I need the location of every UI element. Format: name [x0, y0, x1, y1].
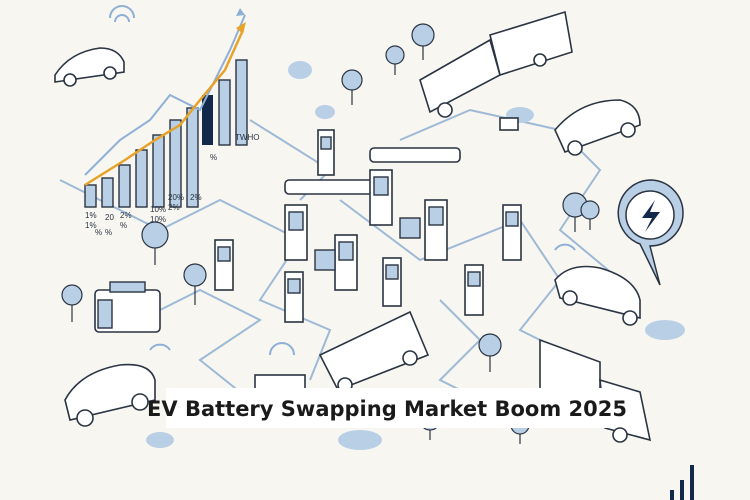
chart-label: 2%: [190, 193, 202, 202]
swap-stations: [94, 117, 522, 333]
caption-box: [166, 388, 608, 428]
growth-chart: 1%1%2%10%10%% %%202%20% 2%TWHO%: [84, 8, 259, 237]
chart-label: 20: [105, 213, 114, 222]
chart-label: TWHO: [235, 133, 259, 142]
chart-label: 20%: [168, 193, 184, 202]
chart-label: %: [105, 228, 112, 237]
vehicles: [54, 10, 652, 443]
clouds: [146, 61, 685, 450]
corner-bars: [670, 465, 694, 500]
chart-label: 10%: [150, 215, 166, 224]
caption-title: EV Battery Swapping Market Boom 2025: [147, 397, 627, 421]
chart-label: 10%: [150, 205, 166, 214]
chart-label: 1%: [85, 211, 97, 220]
location-pin: [617, 179, 684, 286]
chart-label: 1%: [85, 221, 97, 230]
chart-label: 2%: [120, 211, 132, 220]
chart-label: %: [120, 221, 127, 230]
chart-label: %: [95, 228, 102, 237]
signal-icons: [109, 5, 576, 356]
chart-label: 2%: [168, 203, 180, 212]
chart-label: %: [210, 153, 217, 162]
